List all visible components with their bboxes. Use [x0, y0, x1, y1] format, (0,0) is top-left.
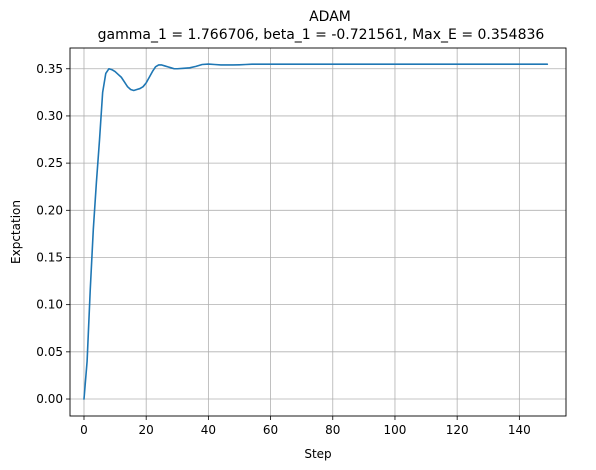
y-tick-label: 0.05 [36, 345, 63, 359]
y-tick-label: 0.25 [36, 156, 63, 170]
y-tick-label: 0.00 [36, 392, 63, 406]
chart-subtitle: gamma_1 = 1.766706, beta_1 = -0.721561, … [98, 27, 545, 43]
y-tick-label: 0.15 [36, 250, 63, 264]
x-axis-label: Step [304, 447, 331, 461]
y-tick-label: 0.30 [36, 109, 63, 123]
x-tick-label: 80 [325, 423, 340, 437]
y-tick-label: 0.10 [36, 298, 63, 312]
x-tick-label: 120 [446, 423, 469, 437]
series-layer [83, 63, 549, 400]
x-tick-label: 60 [263, 423, 278, 437]
y-tick-label: 0.35 [36, 62, 63, 76]
x-tick-label: 0 [80, 423, 88, 437]
x-tick-label: 100 [384, 423, 407, 437]
x-tick-label: 140 [508, 423, 531, 437]
chart-title: ADAM [309, 9, 351, 25]
plot-area-frame [69, 47, 567, 417]
x-tick-label: 40 [201, 423, 216, 437]
tick-marks: 0 20 40 60 80 100 120 140 0.00 0.05 0.10 0.15 0.20 0.… [36, 62, 531, 437]
grid-lines [70, 48, 566, 416]
y-tick-label: 0.20 [36, 203, 63, 217]
series-line [83, 63, 549, 400]
y-axis-label: Expctation [9, 200, 23, 264]
x-tick-label: 20 [139, 423, 154, 437]
